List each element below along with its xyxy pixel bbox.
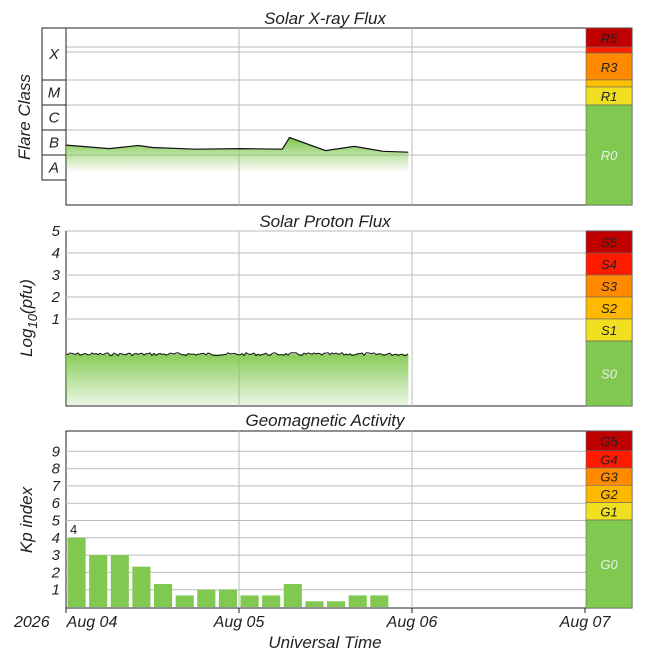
proton-grid — [66, 230, 586, 406]
kp-bar — [327, 601, 346, 607]
g-scale-band — [585, 519, 633, 609]
s-scale-band — [585, 340, 633, 407]
kp-title: Geomagnetic Activity — [245, 411, 406, 430]
s-scale-label: S3 — [601, 279, 618, 294]
g-scale-label: G3 — [600, 470, 618, 485]
kp-bar — [110, 555, 129, 607]
flare-class-label: B — [49, 135, 59, 152]
proton-ytick-label: 2 — [51, 289, 61, 306]
kp-bar — [132, 566, 151, 607]
x-tick-label: Aug 04 — [66, 614, 118, 631]
flare-class-label: A — [48, 160, 59, 177]
kp-bar — [283, 583, 302, 607]
r-scale-band — [585, 46, 633, 54]
xray-ylabel: Flare Class — [15, 74, 34, 160]
time-xticks: Aug 04 Aug 05 Aug 06 Aug 07 — [65, 608, 612, 631]
xray-flux-line — [65, 136, 409, 153]
kp-bar — [218, 589, 237, 607]
g-scale-label: G5 — [600, 434, 618, 449]
r-scale-label: R1 — [601, 89, 618, 104]
kp-max-annotation: 4 — [70, 522, 77, 537]
proton-flux-area — [66, 354, 409, 405]
s-scale-label: S5 — [601, 235, 618, 250]
kp-bar — [370, 595, 389, 607]
r-scale-band — [585, 52, 633, 81]
kp-ytick-label: 3 — [52, 547, 61, 564]
xray-plot-frame — [65, 27, 633, 206]
kp-ytick-label: 9 — [52, 443, 61, 460]
xray-title: Solar X-ray Flux — [264, 9, 386, 28]
kp-bar — [175, 595, 194, 607]
kp-ytick-label: 2 — [51, 564, 61, 581]
proton-ylabel-tail: (pfu) — [17, 279, 36, 314]
kp-bar — [240, 595, 259, 607]
xray-flux-area — [66, 137, 409, 172]
xray-series — [65, 136, 409, 172]
xlabel: Universal Time — [268, 633, 381, 652]
r-scale-label: R3 — [601, 60, 618, 75]
kp-ytick-label: 4 — [52, 530, 60, 547]
g-scale-label: G1 — [600, 504, 617, 519]
r-scale-label: R0 — [601, 148, 618, 163]
g-scale-label: G2 — [600, 487, 618, 502]
radiation-storm-scale: S5 S4 S3 S2 S1 S0 — [585, 230, 633, 407]
g-scale-label: G0 — [600, 557, 618, 572]
r-scale-label: R5 — [601, 31, 618, 46]
x-tick-label: Aug 07 — [559, 614, 612, 631]
g-scale-label: G4 — [600, 452, 617, 467]
kp-plot-frame — [65, 430, 633, 609]
s-scale-label: S2 — [601, 301, 618, 316]
flare-class-label: M — [48, 85, 61, 102]
kp-bar — [262, 595, 281, 607]
proton-yticks: 1 2 3 4 5 — [51, 223, 61, 328]
kp-ytick-label: 1 — [52, 582, 60, 599]
kp-grid — [66, 431, 586, 608]
radio-blackout-scale: R5 R3 R1 R0 — [585, 27, 633, 206]
flare-class-label: X — [48, 46, 60, 63]
proton-ytick-label: 1 — [52, 311, 60, 328]
s-scale-label: S4 — [601, 257, 617, 272]
kp-bar — [305, 601, 324, 607]
flare-class-label: C — [49, 110, 60, 127]
proton-panel: Solar Proton Flux S5 S4 S3 S2 S1 S0 1 2 3 4 5 Log… — [17, 212, 633, 407]
proton-ytick-label: 3 — [52, 267, 61, 284]
x-tick-label: Aug 06 — [386, 614, 438, 631]
r-scale-band — [585, 79, 633, 88]
proton-ytick-label: 5 — [52, 223, 61, 240]
proton-ylabel: Log10(pfu) — [17, 279, 40, 357]
kp-bar — [67, 537, 86, 607]
r-scale-band — [585, 104, 633, 206]
kp-ytick-label: 7 — [52, 478, 61, 495]
proton-flux-line — [65, 352, 409, 357]
kp-ylabel: Kp index — [17, 486, 36, 553]
proton-ytick-label: 4 — [52, 245, 60, 262]
kp-panel: Geomagnetic Activity G5 G4 G3 G2 G1 G0 123456… — [13, 411, 633, 652]
kp-ytick-label: 6 — [52, 495, 61, 512]
proton-title: Solar Proton Flux — [259, 212, 391, 231]
s-scale-label: S1 — [601, 323, 617, 338]
proton-ylabel-sub: 10 — [25, 313, 40, 328]
kp-bar — [154, 583, 173, 607]
proton-series — [65, 352, 409, 405]
kp-ytick-label: 5 — [52, 513, 61, 530]
x-tick-label: Aug 05 — [213, 614, 265, 631]
geomagnetic-storm-scale: G5 G4 G3 G2 G1 G0 — [585, 430, 633, 609]
kp-bar — [89, 555, 108, 607]
kp-bar — [348, 595, 367, 607]
kp-bars — [67, 537, 389, 607]
kp-ytick-label: 8 — [52, 461, 61, 478]
s-scale-label: S0 — [601, 367, 618, 382]
kp-bar — [197, 589, 216, 607]
proton-ylabel-main: Log — [17, 328, 36, 357]
year-label: 2026 — [13, 614, 50, 631]
